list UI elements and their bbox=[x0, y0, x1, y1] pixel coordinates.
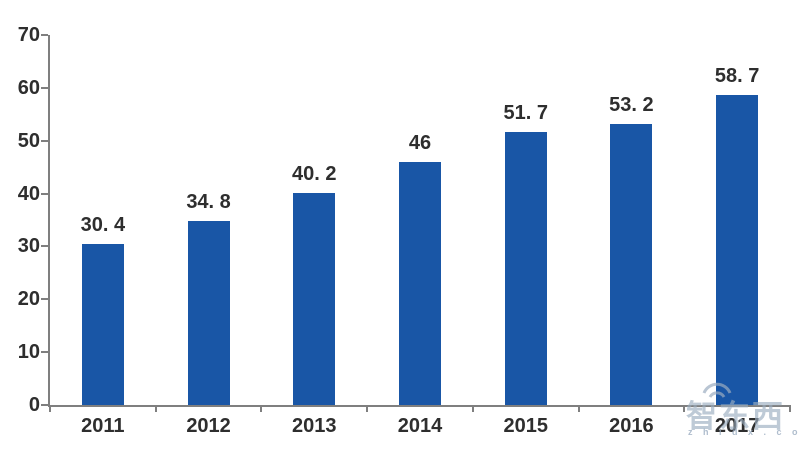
x-axis-tick bbox=[154, 405, 157, 412]
bar-value-label: 46 bbox=[408, 131, 432, 154]
bar bbox=[504, 131, 547, 405]
y-axis-tick-label: 70 bbox=[17, 24, 40, 46]
y-axis-tick-label: 50 bbox=[17, 129, 40, 152]
bar-value-label: 51. 7 bbox=[503, 101, 548, 124]
x-axis-tick bbox=[683, 405, 686, 412]
x-axis-tick bbox=[789, 405, 791, 412]
x-axis-category-label: 2014 bbox=[397, 415, 443, 437]
bar bbox=[81, 244, 124, 405]
y-axis-tick-label: 0 bbox=[28, 394, 40, 416]
x-axis-tick bbox=[49, 405, 51, 412]
bar bbox=[716, 94, 759, 405]
x-axis-category-label: 2017 bbox=[714, 415, 760, 437]
y-axis-tick-label: 30 bbox=[17, 235, 40, 258]
bar bbox=[610, 123, 653, 405]
bar-value-label: 34. 8 bbox=[186, 191, 231, 214]
x-axis-category-label: 2013 bbox=[292, 415, 337, 437]
y-axis-tick bbox=[41, 86, 48, 89]
y-axis-tick-label: 40 bbox=[17, 182, 40, 205]
x-axis-tick bbox=[366, 405, 369, 412]
bar-value-label: 30. 4 bbox=[80, 214, 126, 237]
x-axis-category-label: 2016 bbox=[609, 415, 654, 437]
x-axis-line bbox=[48, 405, 790, 407]
y-axis-tick bbox=[41, 34, 48, 36]
y-axis-tick-label: 10 bbox=[17, 341, 40, 364]
bar bbox=[399, 161, 441, 405]
x-axis-tick bbox=[577, 405, 580, 412]
bar-value-label: 53. 2 bbox=[609, 93, 654, 116]
y-axis-line bbox=[48, 35, 50, 407]
bar-value-label: 58. 7 bbox=[714, 64, 760, 87]
x-axis-tick bbox=[471, 405, 474, 412]
y-axis-tick bbox=[41, 404, 48, 406]
bar bbox=[187, 221, 230, 405]
bar-value-label: 40. 2 bbox=[292, 162, 337, 185]
y-axis-tick bbox=[41, 139, 48, 142]
y-axis-tick-label: 60 bbox=[17, 76, 40, 99]
y-axis-tick bbox=[41, 192, 48, 195]
x-axis-category-label: 2011 bbox=[81, 415, 125, 437]
x-axis-category-label: 2012 bbox=[186, 415, 231, 437]
y-axis-tick bbox=[41, 298, 48, 301]
y-axis-tick-label: 20 bbox=[17, 288, 40, 311]
x-axis-tick bbox=[260, 405, 263, 412]
bar bbox=[293, 192, 336, 405]
x-axis-category-label: 2015 bbox=[503, 415, 548, 437]
y-axis-tick bbox=[41, 245, 48, 248]
y-axis-tick bbox=[41, 351, 48, 354]
